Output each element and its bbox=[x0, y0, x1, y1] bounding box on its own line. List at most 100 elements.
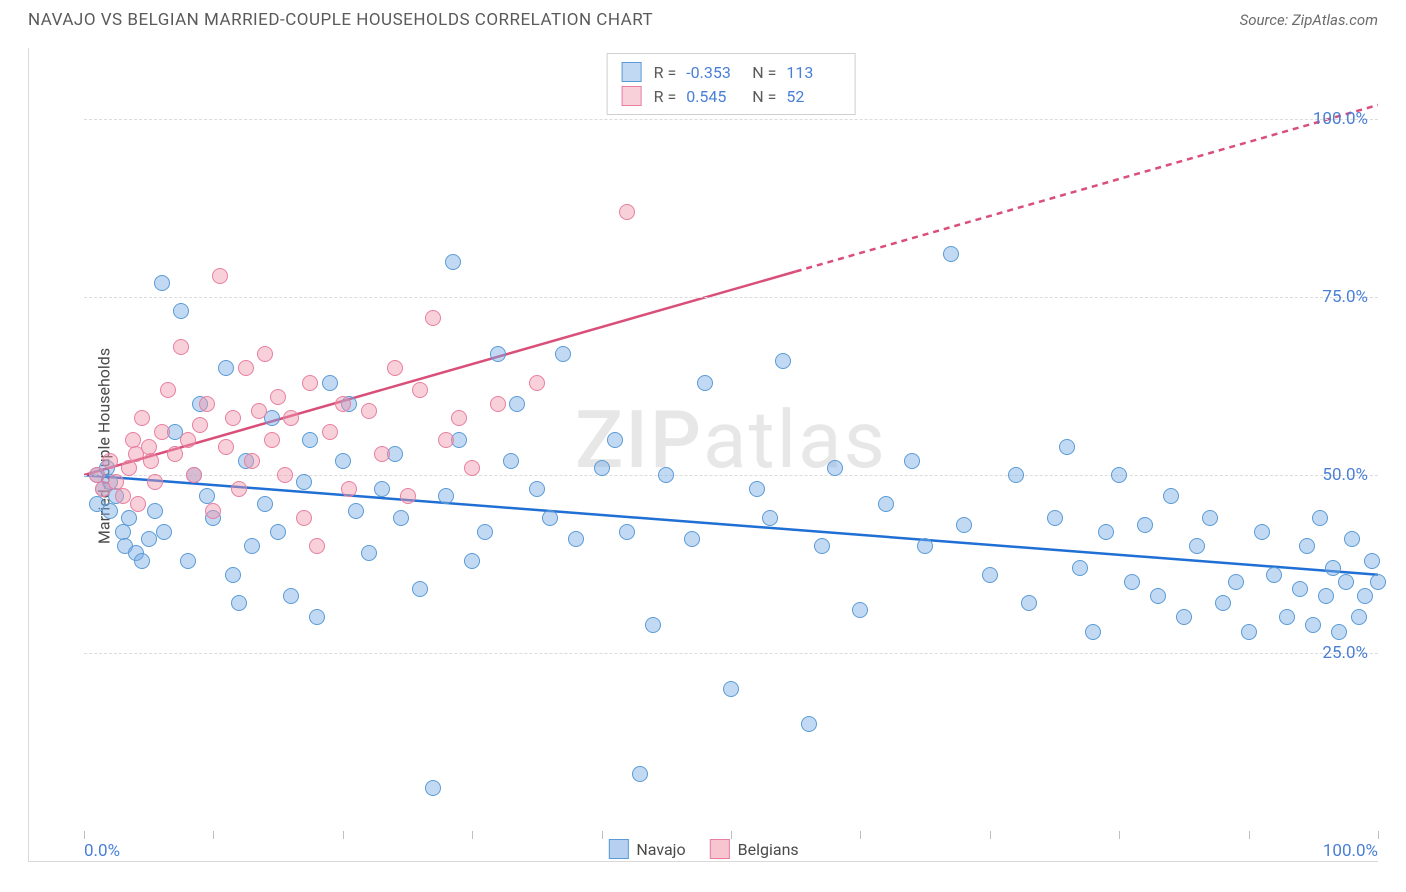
scatter-point bbox=[1021, 595, 1037, 611]
legend-label: Navajo bbox=[636, 840, 685, 859]
scatter-point bbox=[147, 503, 163, 519]
scatter-point bbox=[251, 403, 267, 419]
scatter-point bbox=[1137, 517, 1153, 533]
scatter-point bbox=[134, 410, 150, 426]
scatter-point bbox=[645, 617, 661, 633]
scatter-point bbox=[619, 524, 635, 540]
watermark-atlas: atlas bbox=[703, 393, 887, 487]
scatter-point bbox=[658, 467, 674, 483]
legend-stats-row-navajo: R = -0.353 N = 113 bbox=[622, 60, 841, 84]
scatter-point bbox=[684, 531, 700, 547]
scatter-point bbox=[160, 382, 176, 398]
scatter-point bbox=[904, 453, 920, 469]
scatter-point bbox=[490, 396, 506, 412]
scatter-point bbox=[257, 346, 273, 362]
scatter-point bbox=[115, 488, 131, 504]
scatter-point bbox=[1351, 609, 1367, 625]
chart-title: NAVAJO VS BELGIAN MARRIED-COUPLE HOUSEHO… bbox=[28, 10, 653, 30]
scatter-point bbox=[1098, 524, 1114, 540]
x-tick bbox=[1378, 831, 1379, 839]
scatter-point bbox=[154, 424, 170, 440]
scatter-point bbox=[361, 545, 377, 561]
scatter-point bbox=[1325, 560, 1341, 576]
scatter-point bbox=[723, 681, 739, 697]
scatter-point bbox=[130, 496, 146, 512]
n-value-belgians: 52 bbox=[786, 87, 840, 106]
scatter-point bbox=[529, 375, 545, 391]
chart-header: NAVAJO VS BELGIAN MARRIED-COUPLE HOUSEHO… bbox=[0, 0, 1406, 38]
scatter-point bbox=[225, 567, 241, 583]
scatter-point bbox=[121, 460, 137, 476]
scatter-point bbox=[425, 780, 441, 796]
scatter-point bbox=[878, 496, 894, 512]
scatter-point bbox=[464, 460, 480, 476]
scatter-point bbox=[348, 503, 364, 519]
r-label: R = bbox=[654, 87, 677, 106]
scatter-point bbox=[464, 553, 480, 569]
legend-item: Belgians bbox=[710, 839, 799, 859]
scatter-point bbox=[1318, 588, 1334, 604]
scatter-point bbox=[102, 453, 118, 469]
scatter-point bbox=[1150, 588, 1166, 604]
scatter-point bbox=[264, 432, 280, 448]
legend-item: Navajo bbox=[608, 839, 685, 859]
plot-area: ZIPatlas R = -0.353 N = 113 R = 0.545 N … bbox=[84, 48, 1378, 831]
scatter-point bbox=[147, 474, 163, 490]
y-tick-label: 50.0% bbox=[1322, 465, 1368, 485]
scatter-point bbox=[257, 496, 273, 512]
scatter-point bbox=[134, 553, 150, 569]
scatter-point bbox=[167, 446, 183, 462]
scatter-point bbox=[775, 353, 791, 369]
scatter-point bbox=[1331, 624, 1347, 640]
scatter-point bbox=[186, 467, 202, 483]
legend-swatch bbox=[608, 839, 628, 859]
legend-swatch bbox=[710, 839, 730, 859]
scatter-point bbox=[438, 488, 454, 504]
scatter-point bbox=[238, 360, 254, 376]
scatter-point bbox=[1189, 538, 1205, 554]
scatter-point bbox=[1176, 609, 1192, 625]
n-label: N = bbox=[752, 87, 776, 106]
scatter-point bbox=[121, 510, 137, 526]
scatter-point bbox=[244, 538, 260, 554]
scatter-point bbox=[231, 595, 247, 611]
scatter-point bbox=[1305, 617, 1321, 633]
scatter-point bbox=[1338, 574, 1354, 590]
scatter-point bbox=[1364, 553, 1380, 569]
scatter-point bbox=[1312, 510, 1328, 526]
scatter-point bbox=[852, 602, 868, 618]
chart-area: ZIPatlas R = -0.353 N = 113 R = 0.545 N … bbox=[28, 48, 1378, 862]
scatter-point bbox=[180, 553, 196, 569]
scatter-point bbox=[1111, 467, 1127, 483]
scatter-point bbox=[425, 310, 441, 326]
scatter-point bbox=[594, 460, 610, 476]
scatter-point bbox=[296, 510, 312, 526]
y-tick-label: 25.0% bbox=[1322, 643, 1368, 663]
scatter-point bbox=[509, 396, 525, 412]
scatter-point bbox=[477, 524, 493, 540]
scatter-point bbox=[445, 254, 461, 270]
scatter-point bbox=[749, 481, 765, 497]
scatter-point bbox=[632, 766, 648, 782]
scatter-point bbox=[555, 346, 571, 362]
scatter-point bbox=[199, 396, 215, 412]
n-value-navajo: 113 bbox=[786, 63, 840, 82]
scatter-point bbox=[1370, 574, 1386, 590]
scatter-point bbox=[302, 432, 318, 448]
chart-source: Source: ZipAtlas.com bbox=[1240, 11, 1378, 29]
scatter-point bbox=[335, 396, 351, 412]
scatter-point bbox=[335, 453, 351, 469]
scatter-point bbox=[1072, 560, 1088, 576]
scatter-point bbox=[697, 375, 713, 391]
scatter-point bbox=[361, 403, 377, 419]
n-label: N = bbox=[752, 63, 776, 82]
scatter-point bbox=[917, 538, 933, 554]
scatter-point bbox=[283, 410, 299, 426]
scatter-point bbox=[341, 481, 357, 497]
scatter-point bbox=[451, 410, 467, 426]
legend-stats-row-belgians: R = 0.545 N = 52 bbox=[622, 84, 841, 108]
scatter-point bbox=[1279, 609, 1295, 625]
scatter-point bbox=[827, 460, 843, 476]
scatter-point bbox=[542, 510, 558, 526]
scatter-point bbox=[141, 531, 157, 547]
